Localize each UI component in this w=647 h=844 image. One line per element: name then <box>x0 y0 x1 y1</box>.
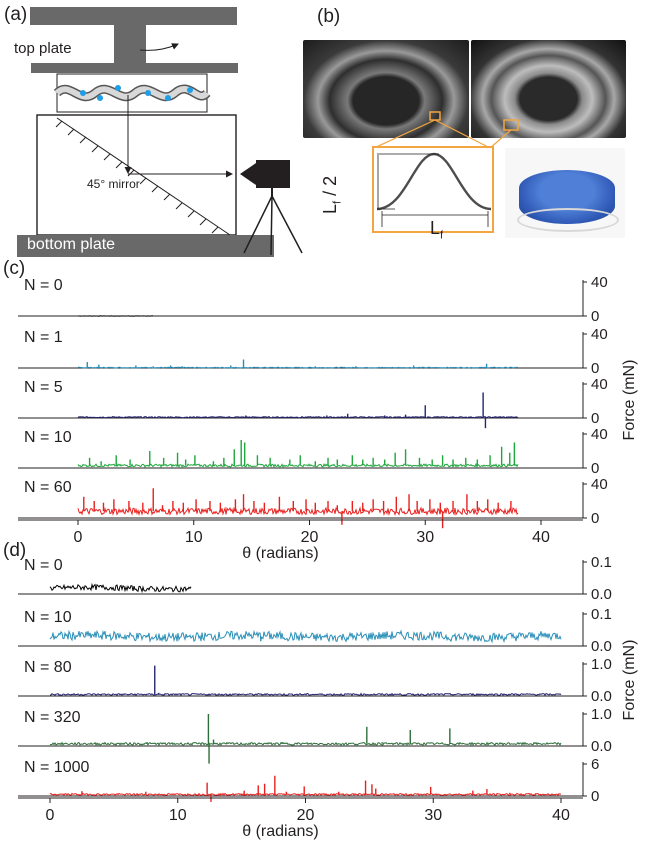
series-label: N = 1000 <box>24 759 89 776</box>
x-tick-label: 0 <box>74 529 83 546</box>
y-tick-label: 0 <box>591 788 599 805</box>
series-trace <box>77 462 519 469</box>
y-tick-label: 0.0 <box>591 688 612 705</box>
y-tick-label: 40 <box>591 426 608 443</box>
top-plate-arrow <box>139 43 179 51</box>
series-label: N = 5 <box>24 379 63 396</box>
fiber-shape-inset <box>372 146 494 233</box>
series-trace <box>49 741 562 746</box>
camera-icon <box>240 160 303 256</box>
series-label: N = 80 <box>24 659 72 676</box>
y-axis-label: Force (mN) <box>621 640 638 721</box>
panel-c-label: (c) <box>3 258 26 279</box>
panel-d-label: (d) <box>3 540 27 561</box>
y-tick-label: 0.0 <box>591 738 612 755</box>
y-tick-label: 0 <box>591 360 599 377</box>
top-fixture <box>30 7 237 25</box>
series-label: N = 60 <box>24 479 72 496</box>
x-tick-label: 40 <box>552 807 570 824</box>
y-tick-label: 40 <box>591 476 608 493</box>
y-tick-label: 40 <box>591 376 608 393</box>
y-tick-label: 0.0 <box>591 586 612 603</box>
top-plate-label: top plate <box>12 40 74 57</box>
top-plate <box>31 63 238 73</box>
series-trace <box>49 582 192 594</box>
particles <box>80 85 193 101</box>
series-label: N = 10 <box>24 609 72 626</box>
x-tick-label: 10 <box>185 529 203 546</box>
x-axis-label: θ (radians) <box>242 545 318 562</box>
y-tick-label: 0.1 <box>591 606 612 623</box>
panel-a-label: (a) <box>4 4 28 25</box>
x-tick-label: 30 <box>416 529 434 546</box>
y-tick-label: 0 <box>591 510 599 527</box>
shaft <box>114 24 146 64</box>
zoom-lines <box>373 111 519 149</box>
y-axis-label: Force (mN) <box>621 360 638 441</box>
series-label: N = 0 <box>24 277 63 294</box>
x-tick-label: 10 <box>169 807 187 824</box>
ring-photo-left <box>303 40 469 138</box>
series-trace <box>77 415 519 419</box>
y-tick-label: 0 <box>591 308 599 325</box>
panel-b-label: (b) <box>317 6 341 27</box>
particle-photo <box>505 148 625 238</box>
series-trace <box>78 366 519 369</box>
series-trace <box>49 792 562 797</box>
x-tick-label: 40 <box>532 529 550 546</box>
mirror-hatching <box>55 120 219 234</box>
y-tick-label: 0 <box>591 460 599 477</box>
x-tick-label: 30 <box>424 807 442 824</box>
y-tick-label: 40 <box>591 274 608 291</box>
y-tick-label: 0.0 <box>591 638 612 655</box>
series-label: N = 1 <box>24 329 63 346</box>
bottom-plate <box>17 235 274 257</box>
series-label: N = 0 <box>24 557 63 574</box>
y-tick-label: 1.0 <box>591 706 612 723</box>
ring-photo-right <box>471 40 626 138</box>
y-tick-label: 0 <box>591 410 599 427</box>
y-tick-label: 0.1 <box>591 554 612 571</box>
series-trace <box>49 629 562 644</box>
width-label: Lf <box>430 218 444 242</box>
panel-a-diagram <box>17 7 303 257</box>
mirror-box <box>36 114 237 236</box>
x-tick-label: 20 <box>297 807 315 824</box>
y-tick-label: 1.0 <box>591 656 612 673</box>
series-trace <box>50 692 562 697</box>
x-tick-label: 0 <box>46 807 55 824</box>
y-tick-label: 40 <box>591 326 608 343</box>
x-axis-label: θ (radians) <box>242 823 318 840</box>
x-tick-label: 20 <box>301 529 319 546</box>
mirror-label: 45° mirror <box>87 177 140 191</box>
y-tick-label: 6 <box>591 756 599 773</box>
series-label: N = 320 <box>24 709 81 726</box>
series-label: N = 10 <box>24 429 72 446</box>
series-trace <box>77 506 519 517</box>
bottom-plate-label: bottom plate <box>27 236 116 253</box>
